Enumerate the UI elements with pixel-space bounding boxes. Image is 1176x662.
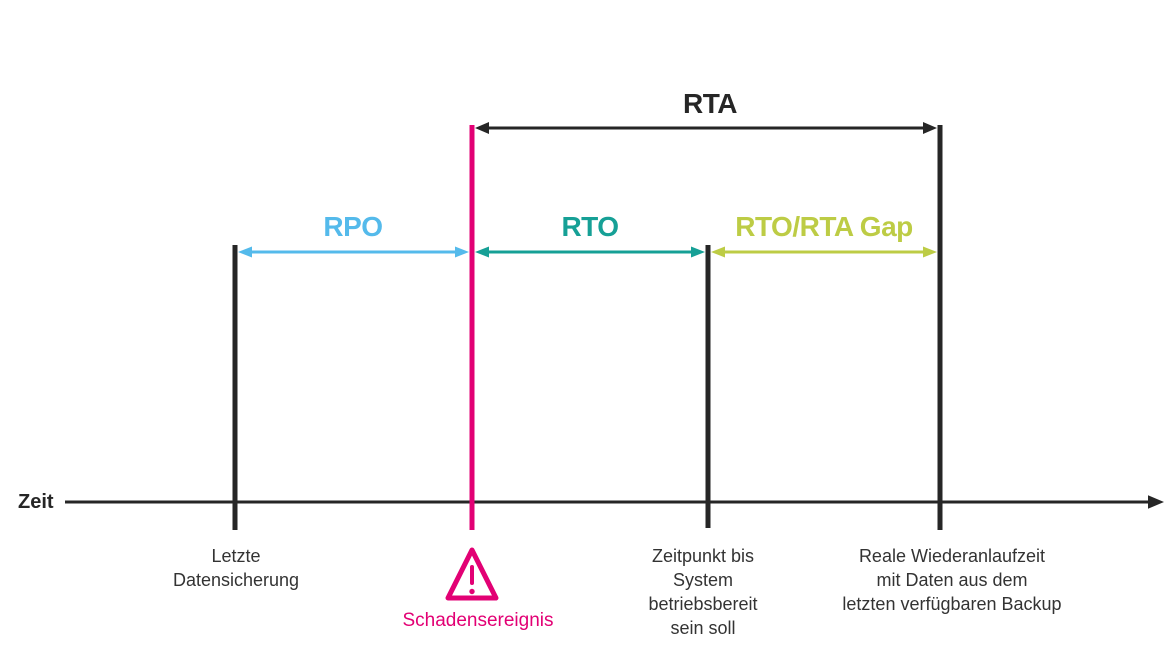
rto-arrow bbox=[475, 246, 705, 258]
time-axis-arrowhead bbox=[1148, 495, 1164, 509]
warning-triangle-outline bbox=[445, 547, 499, 601]
rta-arrowhead-left bbox=[475, 122, 489, 134]
event-milestone-label: Schadensereignis bbox=[402, 610, 554, 631]
warning-exclamation-dot bbox=[469, 588, 475, 595]
rto-span-label: RTO bbox=[561, 211, 619, 242]
gap-span-label: RTO/RTA Gap bbox=[735, 211, 913, 242]
gap-arrow bbox=[711, 246, 937, 258]
gap-arrowhead-right bbox=[923, 246, 937, 258]
warning-triangle-icon bbox=[445, 547, 499, 601]
rta-span-label: RTA bbox=[683, 88, 737, 119]
rpo-span-label: RPO bbox=[323, 211, 383, 242]
ready-milestone-label: Zeitpunkt bis System betriebsbereit sein… bbox=[648, 546, 758, 638]
time-axis bbox=[65, 495, 1164, 509]
rto-arrowhead-right bbox=[691, 246, 705, 258]
rto-arrowhead-left bbox=[475, 246, 489, 258]
gap-arrowhead-left bbox=[711, 246, 725, 258]
actual-milestone-label: Reale Wiederanlaufzeit mit Daten aus dem… bbox=[842, 546, 1062, 614]
rta-arrowhead-right bbox=[923, 122, 937, 134]
backup-milestone-label: Letzte Datensicherung bbox=[172, 546, 300, 590]
rpo-arrow bbox=[238, 246, 469, 258]
rta-arrow bbox=[475, 122, 937, 134]
rpo-arrowhead-left bbox=[238, 246, 252, 258]
rpo-arrowhead-right bbox=[455, 246, 469, 258]
time-axis-label: Zeit bbox=[18, 491, 54, 513]
